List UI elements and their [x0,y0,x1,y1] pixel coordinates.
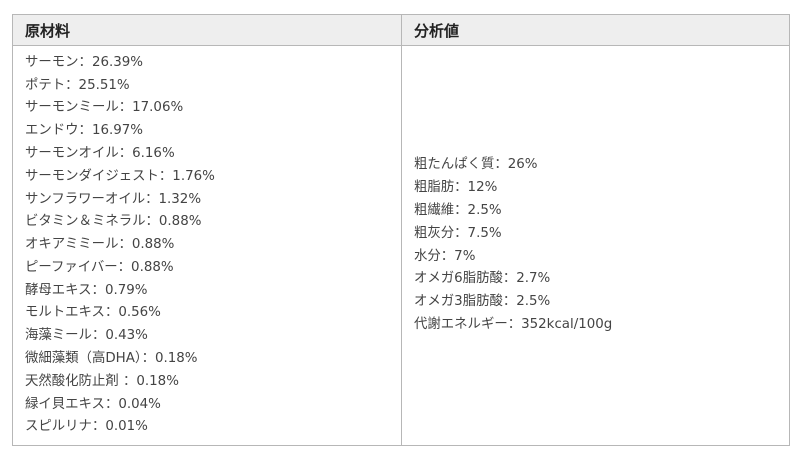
ingredient-item: サーモンミール：17.06% [25,100,184,116]
ingredients-cell: サーモン：26.39% ポテト：25.51% サーモンミール：17.06% エンドウ：… [12,45,402,446]
ingredient-item: モルトエキス：0.56% [25,305,161,321]
analysis-item: 粗繊維：2.5% [414,202,502,218]
table-body-row: サーモン：26.39% ポテト：25.51% サーモンミール：17.06% エンドウ：… [12,45,790,446]
ingredient-item: サンフラワーオイル：1.32% [25,191,202,207]
analysis-item: 粗脂肪：12% [414,180,498,196]
ingredients-list: サーモン：26.39% ポテト：25.51% サーモンミール：17.06% エンドウ：… [25,52,401,440]
analysis-item: 粗灰分：7.5% [414,225,502,241]
ingredient-item: 酵母エキス：0.79% [25,282,148,298]
ingredient-item: 天然酸化防止剤 ：0.18% [25,373,179,389]
table-header-row: 原材料 分析値 [12,14,790,46]
analysis-item: 粗たんぱく質：26% [414,157,538,173]
ingredient-item: ポテト：25.51% [25,77,130,93]
ingredient-item: 微細藻類（高DHA）：0.18% [25,351,198,367]
analysis-header: 分析値 [401,14,790,46]
ingredient-item: エンドウ：16.97% [25,123,144,139]
ingredient-item: ピーファイバー：0.88% [25,259,174,275]
analysis-item: 代謝エネルギー：352kcal/100g [414,316,613,332]
ingredient-item: ビタミン＆ミネラル：0.88% [25,214,202,230]
ingredient-item: 海藻ミール：0.43% [25,328,148,344]
nutrition-table: 原材料 分析値 サーモン：26.39% ポテト：25.51% サーモンミール：17.… [12,14,790,446]
analysis-item: オメガ3脂肪酸：2.5% [414,294,551,310]
ingredient-item: 緑イ貝エキス：0.04% [25,396,161,412]
analysis-cell: 粗たんぱく質：26% 粗脂肪：12% 粗繊維：2.5% 粗灰分：7.5% 水分：7% オメ… [401,45,790,446]
ingredient-item: サーモンダイジェスト：1.76% [25,168,215,184]
analysis-item: オメガ6脂肪酸：2.7% [414,271,551,287]
ingredient-item: オキアミミール：0.88% [25,237,175,253]
ingredient-item: サーモンオイル：6.16% [25,145,175,161]
analysis-item: 水分：7% [414,248,476,264]
ingredient-item: スピルリナ：0.01% [25,419,148,435]
ingredients-header: 原材料 [12,14,402,46]
ingredient-item: サーモン：26.39% [25,54,144,70]
analysis-list: 粗たんぱく質：26% 粗脂肪：12% 粗繊維：2.5% 粗灰分：7.5% 水分：7% オメ… [414,154,789,336]
